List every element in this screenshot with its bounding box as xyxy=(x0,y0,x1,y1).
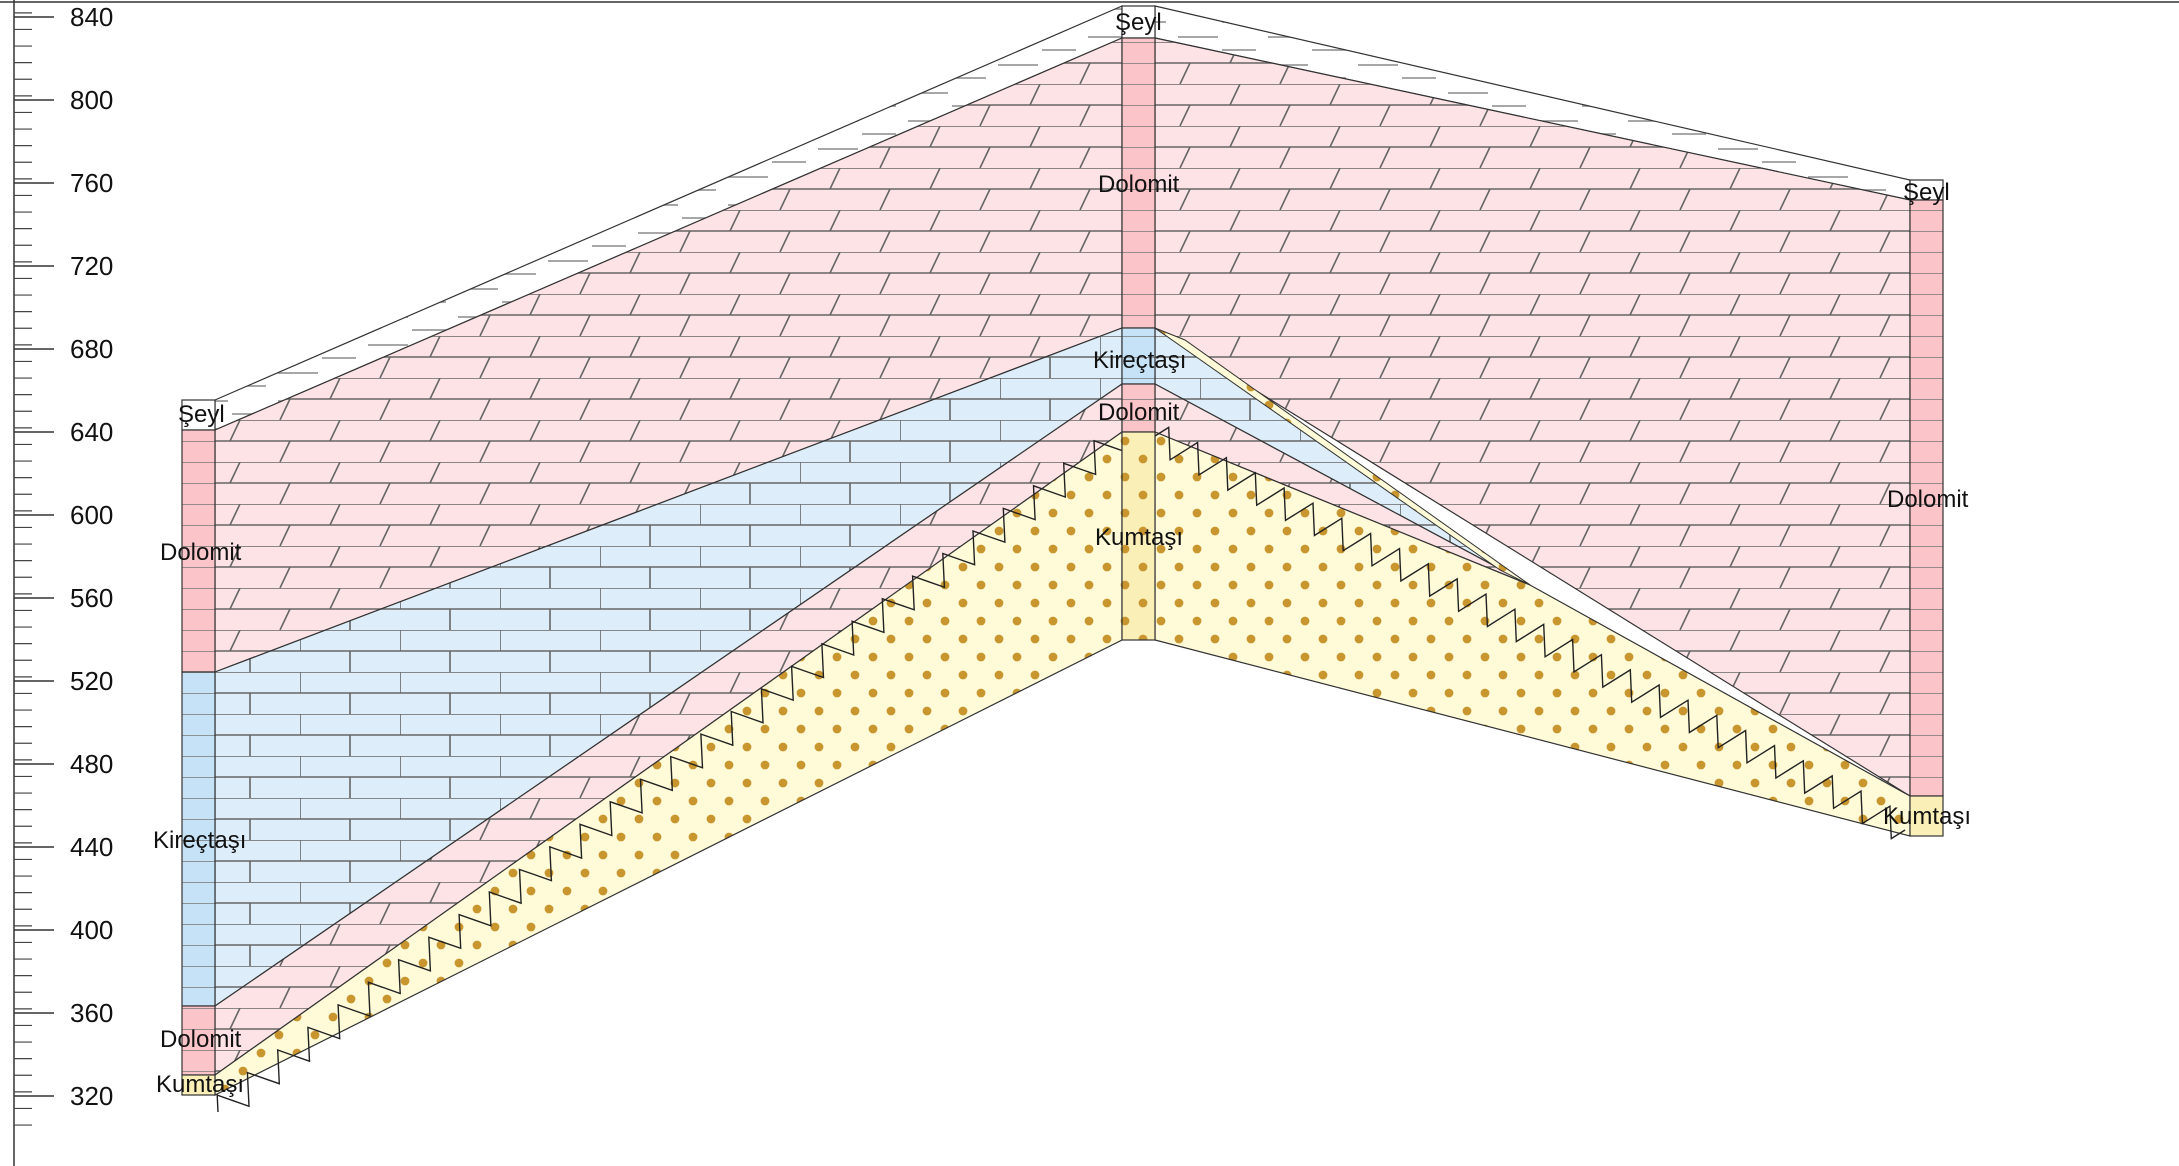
correlation-bands xyxy=(214,5,1911,1113)
label-left-seyl: Şeyl xyxy=(178,401,225,428)
layer-labels: Şeyl Dolomit Kireçtaşı Dolomit Kumtaşı Ş… xyxy=(153,9,1971,1098)
label-left-kumtasi: Kumtaşı xyxy=(156,1071,244,1098)
axis-tick-label: 800 xyxy=(70,85,113,115)
label-mid-kumtasi: Kumtaşı xyxy=(1095,524,1183,551)
sandstone-tongue-right xyxy=(1154,327,1531,586)
left-limestone-cell xyxy=(181,671,216,1007)
mid-sandstone-cell xyxy=(1121,431,1156,641)
axis-tick-label: 440 xyxy=(70,832,113,862)
label-mid-kirectasi: Kireçtaşı xyxy=(1093,347,1186,374)
label-mid-dolomit-bottom: Dolomit xyxy=(1098,399,1180,426)
axis-tick-label: 720 xyxy=(70,251,113,281)
interfingering-zigzag-right xyxy=(1154,426,1906,840)
axis-minor-ticks xyxy=(14,12,32,1126)
label-mid-dolomit-top: Dolomit xyxy=(1098,171,1180,198)
left-dolomite-lower-cell xyxy=(181,1005,216,1076)
depth-axis: 840 800 760 720 680 640 600 560 520 480 440 400 360 3… xyxy=(13,0,113,1166)
well-column-middle xyxy=(1121,5,1156,641)
axis-tick-label: 320 xyxy=(70,1081,113,1111)
left-sandstone-cell xyxy=(181,1074,216,1096)
axis-major-ticks: 840 800 760 720 680 640 600 560 520 480 440 400 360 3… xyxy=(14,2,113,1111)
axis-tick-label: 480 xyxy=(70,749,113,779)
axis-tick-label: 680 xyxy=(70,334,113,364)
right-sandstone-cell xyxy=(1909,795,1944,837)
right-dolomite-cell xyxy=(1909,199,1944,797)
label-left-dolomit-bottom: Dolomit xyxy=(160,1026,242,1053)
mid-shale-cell xyxy=(1121,5,1156,39)
label-mid-seyl: Şeyl xyxy=(1115,9,1162,36)
label-left-kirectasi: Kireçtaşı xyxy=(153,827,246,854)
mid-dolomite-upper-cell xyxy=(1121,37,1156,329)
mid-limestone-cell xyxy=(1121,327,1156,385)
axis-tick-label: 640 xyxy=(70,417,113,447)
well-column-right xyxy=(1909,179,1944,837)
label-right-dolomit: Dolomit xyxy=(1887,486,1969,513)
well-column-left xyxy=(181,399,216,1096)
label-right-kumtasi: Kumtaşı xyxy=(1883,803,1971,830)
axis-tick-label: 760 xyxy=(70,168,113,198)
axis-tick-label: 560 xyxy=(70,583,113,613)
interfingering-zigzag-left xyxy=(216,434,1127,1113)
label-left-dolomit-top: Dolomit xyxy=(160,539,242,566)
axis-tick-label: 360 xyxy=(70,998,113,1028)
label-right-seyl: Şeyl xyxy=(1903,179,1950,206)
axis-tick-label: 520 xyxy=(70,666,113,696)
left-dolomite-upper-cell xyxy=(181,429,216,673)
axis-tick-label: 600 xyxy=(70,500,113,530)
axis-tick-label: 840 xyxy=(70,2,113,32)
axis-tick-label: 400 xyxy=(70,915,113,945)
left-shale-cell xyxy=(181,399,216,431)
